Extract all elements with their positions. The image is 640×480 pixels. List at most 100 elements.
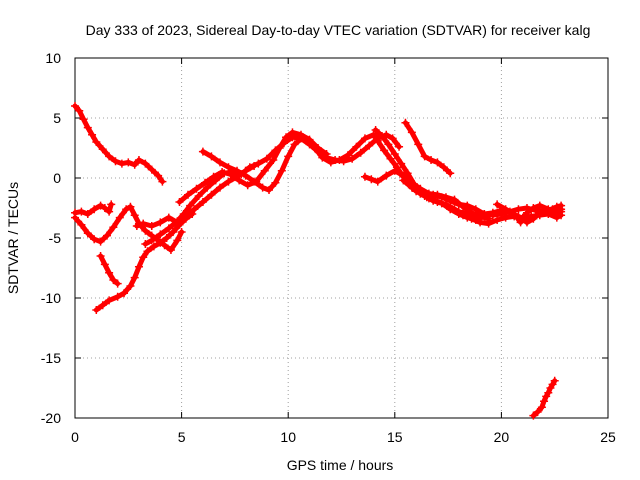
data-point: [501, 205, 510, 214]
data-point: [141, 226, 150, 235]
data-point: [365, 141, 374, 150]
data-point: [433, 158, 442, 167]
data-point: [141, 159, 150, 168]
data-point: [335, 156, 344, 164]
data-point: [88, 130, 97, 139]
data-point: [360, 134, 369, 143]
y-tick-label: -15: [41, 350, 61, 366]
data-point: [143, 247, 152, 256]
data-point: [98, 145, 107, 154]
data-point: [139, 253, 148, 262]
data-point: [529, 204, 538, 212]
data-point: [510, 210, 519, 218]
data-point: [407, 183, 416, 192]
data-point: [201, 178, 210, 187]
data-point: [395, 142, 404, 151]
data-point: [147, 165, 156, 174]
data-point: [439, 163, 448, 172]
data-point: [179, 210, 188, 218]
data-point: [260, 166, 269, 175]
data-point: [277, 166, 286, 175]
data-point: [105, 207, 114, 216]
series-track-4: [96, 252, 122, 288]
data-point: [326, 158, 335, 167]
data-point: [535, 201, 544, 210]
y-tick-label: -5: [49, 230, 62, 246]
series-track-3: [71, 202, 186, 254]
data-point: [403, 169, 412, 178]
data-point: [290, 140, 299, 149]
data-point: [105, 152, 114, 161]
data-point: [226, 170, 235, 179]
data-point: [446, 169, 455, 178]
data-point: [224, 177, 233, 186]
data-point: [109, 223, 118, 232]
data-point: [124, 158, 133, 167]
data-point: [282, 133, 291, 142]
data-point: [92, 138, 101, 146]
data-point: [149, 242, 158, 251]
data-point: [488, 208, 497, 217]
data-point: [98, 301, 107, 310]
data-point: [390, 150, 399, 158]
series-line: [494, 201, 564, 225]
data-point: [493, 216, 502, 224]
data-point: [77, 207, 86, 216]
data-point: [192, 184, 201, 193]
data-point: [540, 397, 549, 406]
data-point: [173, 236, 182, 245]
y-tick-label: 0: [53, 170, 61, 186]
series-line: [403, 120, 453, 176]
data-point: [92, 306, 101, 314]
data-point: [258, 183, 267, 192]
y-axis-ticks: -20 -15 -10 -5 0 5 10: [41, 50, 608, 426]
data-point: [407, 128, 416, 137]
data-point: [203, 183, 212, 192]
data-point: [190, 205, 199, 214]
series-track-2: [71, 200, 116, 218]
data-point: [130, 160, 139, 169]
x-tick-label: 25: [600, 429, 616, 445]
data-point: [169, 228, 178, 236]
data-point: [218, 168, 227, 176]
data-point: [77, 220, 86, 229]
data-point: [544, 205, 553, 214]
data-point: [529, 411, 538, 420]
data-point: [158, 177, 167, 186]
data-point: [446, 196, 455, 205]
data-point: [224, 163, 233, 172]
data-point: [96, 201, 105, 210]
data-point: [378, 132, 387, 140]
data-point: [130, 211, 139, 220]
data-point: [83, 123, 92, 132]
data-point: [126, 202, 135, 211]
data-point: [215, 183, 224, 192]
data-point: [471, 205, 480, 214]
data-point: [544, 388, 553, 397]
data-point: [429, 190, 438, 199]
data-point: [209, 172, 218, 181]
data-point: [401, 118, 410, 127]
y-tick-label: 10: [45, 50, 61, 66]
data-point: [147, 236, 156, 245]
data-point: [557, 207, 566, 216]
data-point: [299, 133, 308, 142]
series-track-15: [493, 200, 566, 227]
data-point: [271, 178, 280, 187]
data-point: [235, 176, 244, 185]
data-point: [198, 198, 207, 206]
data-point: [550, 376, 559, 385]
series-track-14: [429, 190, 566, 227]
data-point: [162, 234, 171, 242]
data-point: [399, 176, 408, 185]
data-point: [484, 219, 493, 228]
data-point: [113, 292, 122, 301]
data-point: [194, 192, 203, 200]
data-point: [173, 217, 182, 226]
data-point: [450, 205, 459, 214]
data-point: [90, 235, 99, 244]
data-point: [384, 140, 393, 149]
data-point: [113, 279, 122, 288]
data-point: [537, 403, 546, 412]
